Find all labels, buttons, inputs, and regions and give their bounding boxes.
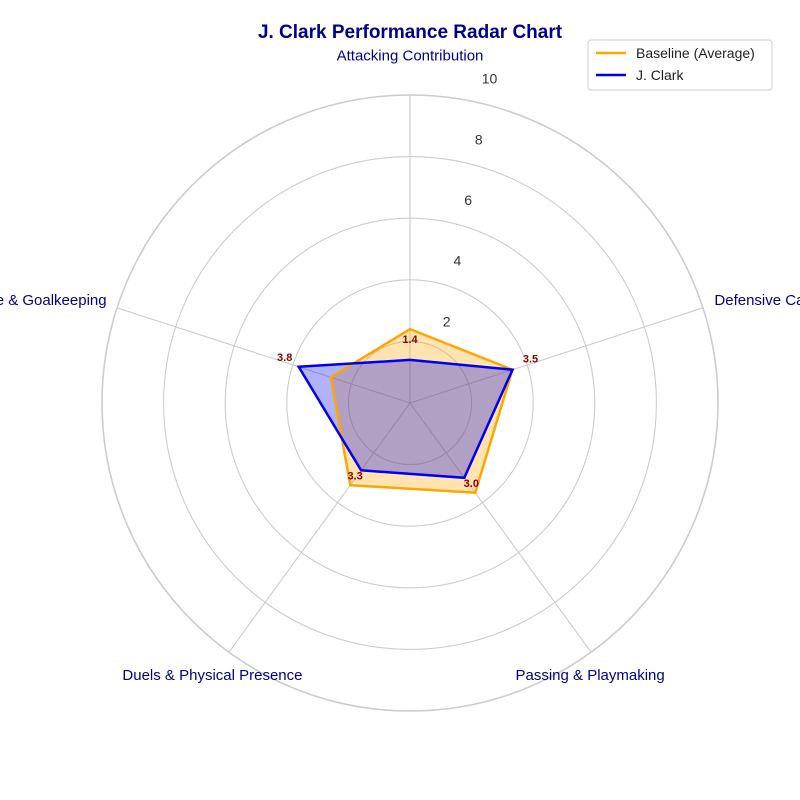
radar-labels: Attacking Contribution Defensive Capabili…: [0, 47, 800, 684]
series-area-baseline: [330, 329, 513, 493]
data-label: 3.8: [277, 352, 292, 364]
data-label: 3.3: [347, 470, 362, 482]
data-label: 3.0: [464, 478, 479, 490]
series-line-clark: [296, 358, 515, 480]
radial-tick-label: 4: [453, 253, 461, 269]
axis-spoke: [409, 402, 592, 653]
legend-label-baseline: Baseline (Average): [636, 45, 755, 61]
radial-tick-label: 8: [475, 131, 483, 147]
data-label: 1.4: [402, 334, 418, 346]
radial-tick-label: 6: [464, 192, 472, 208]
data-label: 3.5: [523, 354, 538, 366]
series-line-baseline: [329, 327, 515, 495]
axis-spoke: [116, 307, 411, 404]
radial-tick-label: 10: [482, 71, 498, 87]
axis-label: Passing & Playmaking: [516, 667, 665, 684]
series-area-clark: [298, 359, 513, 478]
chart-title: J. Clark Performance Radar Chart: [258, 22, 563, 43]
radial-tick-label: 2: [443, 313, 451, 329]
legend: Baseline (Average) J. Clark: [587, 39, 773, 91]
axis-label: Defensive Capability: [714, 292, 800, 309]
axis-spoke: [228, 402, 411, 653]
axis-label: Duels & Physical Presence: [122, 667, 302, 684]
axis-label: Attacking Contribution: [337, 47, 484, 64]
radar-series: [296, 327, 515, 495]
radar-grid: 2 4 6 8 10: [101, 71, 719, 712]
axis-spoke: [409, 307, 704, 404]
legend-box: [587, 39, 773, 91]
legend-label-clark: J. Clark: [636, 67, 684, 83]
axis-label: Discipline & Goalkeeping: [0, 292, 107, 309]
